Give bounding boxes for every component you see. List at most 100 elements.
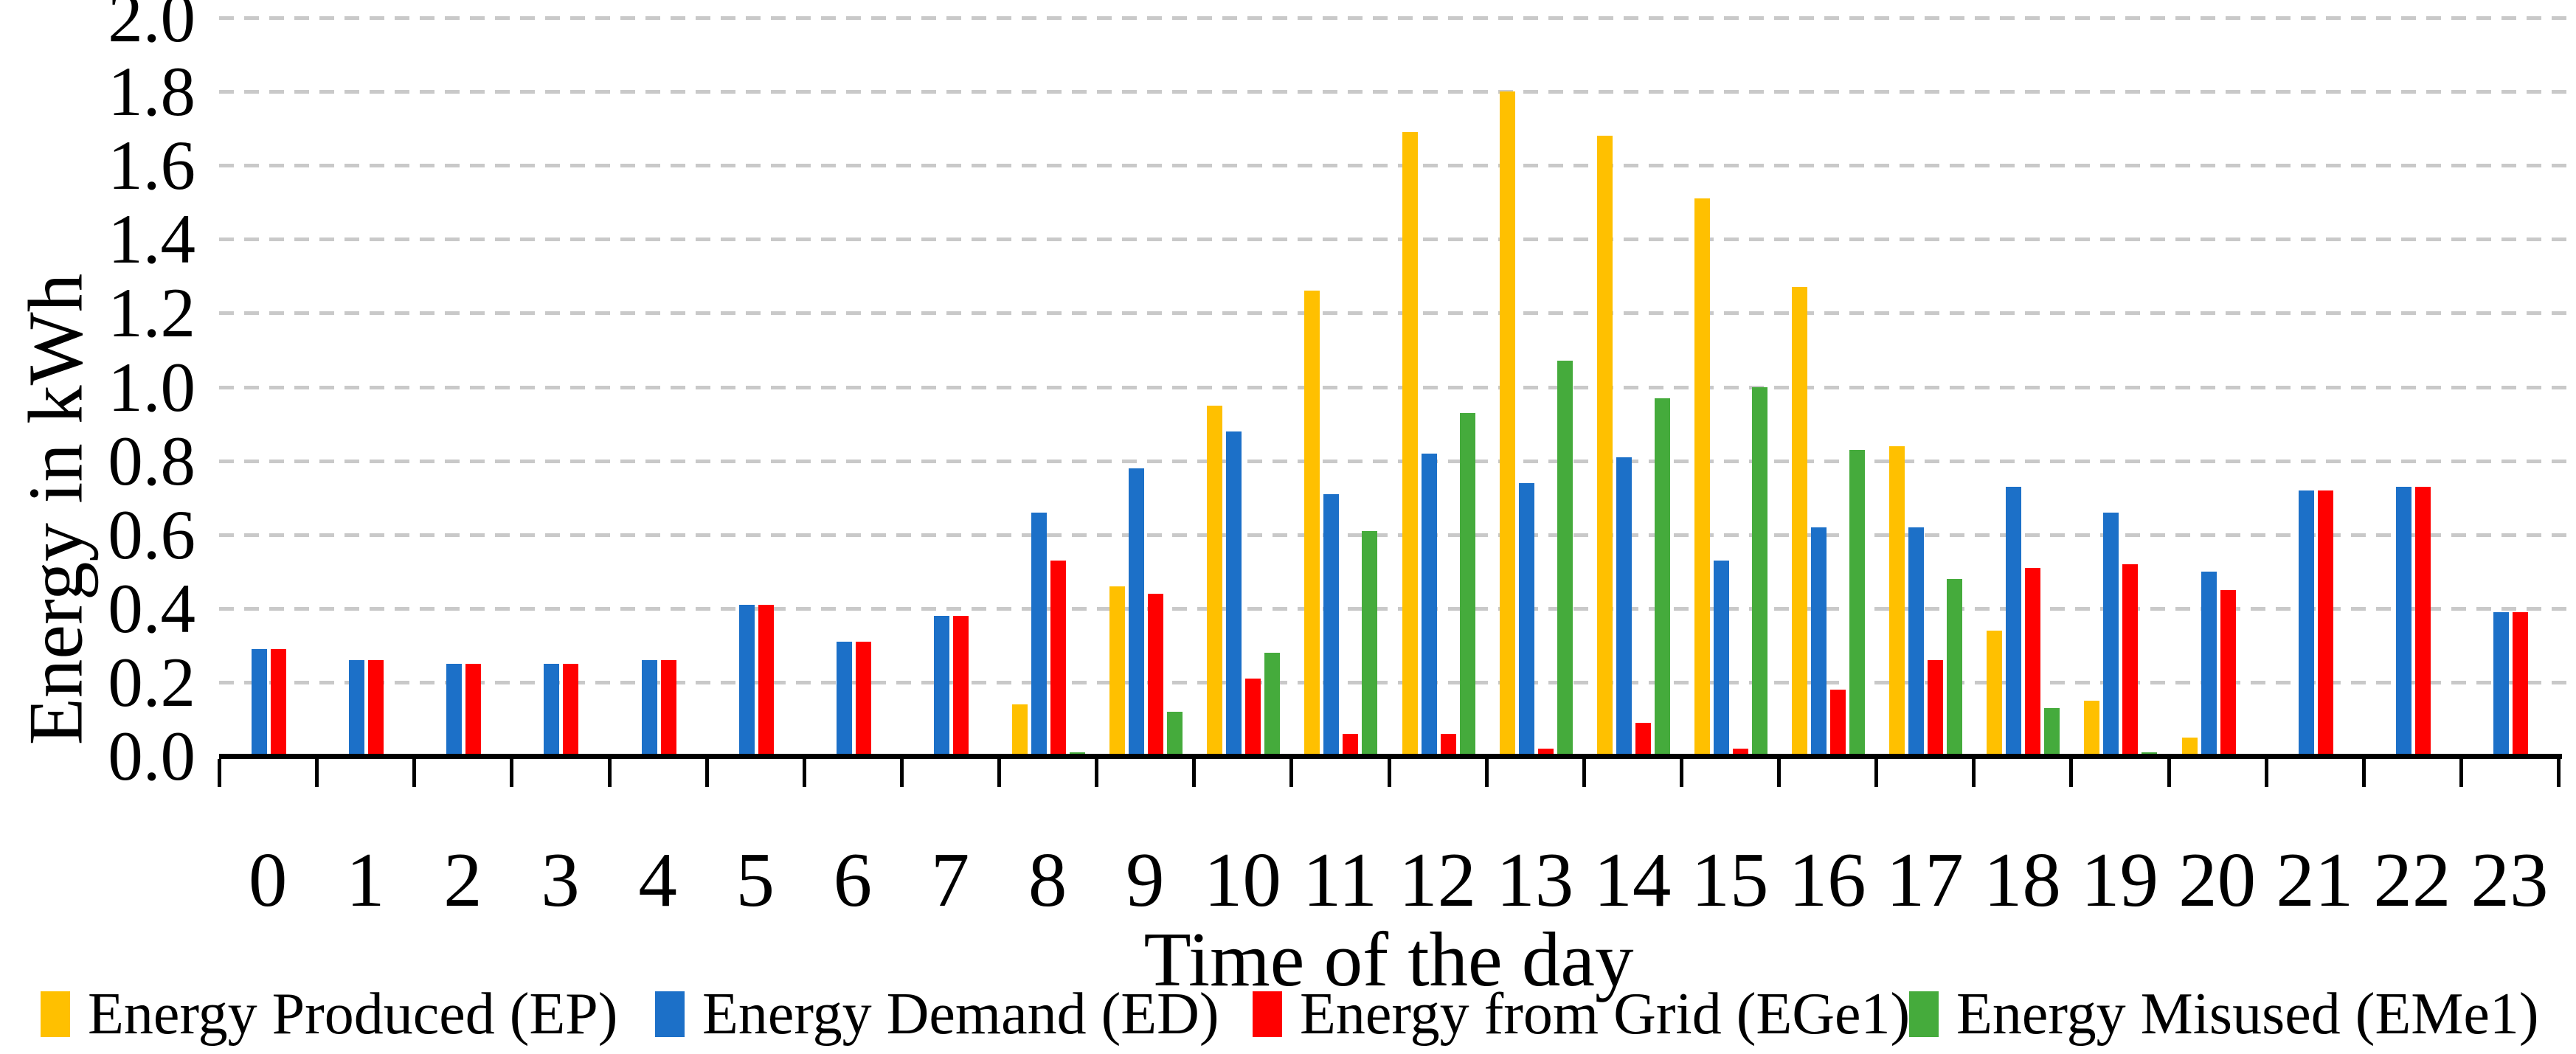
legend-item-ed: Energy Demand (ED) — [655, 981, 1219, 1047]
bar-ep-h10 — [1207, 405, 1223, 756]
bar-ege1-h1 — [368, 659, 384, 756]
bar-ep-h9 — [1109, 586, 1126, 756]
x-axis-tick-21 — [2264, 759, 2268, 787]
x-axis-tick-15 — [1679, 759, 1683, 787]
x-tick-label-4: 4 — [638, 836, 677, 923]
bar-ege1-h4 — [660, 659, 676, 756]
bar-ed-h18 — [2006, 486, 2022, 756]
legend-label: Energy from Grid (EGe1) — [1300, 982, 1911, 1047]
bar-ed-h12 — [1421, 453, 1437, 756]
legend-label: Energy Produced (EP) — [88, 982, 618, 1047]
x-tick-label-3: 3 — [541, 836, 580, 923]
bar-ege1-h7 — [952, 615, 969, 756]
bar-ege1-h16 — [1830, 689, 1846, 756]
bar-ep-h17 — [1889, 445, 1905, 756]
x-tick-label-1: 1 — [345, 836, 385, 923]
x-tick-label-16: 16 — [1788, 836, 1866, 923]
legend-item-ep: Energy Produced (EP) — [41, 981, 617, 1047]
x-axis-tick-14 — [1582, 759, 1586, 787]
x-tick-label-12: 12 — [1399, 836, 1477, 923]
gridline-0.2 — [219, 680, 2567, 684]
x-tick-label-11: 11 — [1302, 836, 1377, 923]
x-tick-label-15: 15 — [1691, 836, 1769, 923]
bar-ep-h15 — [1694, 198, 1710, 756]
x-tick-label-6: 6 — [833, 836, 873, 923]
x-tick-label-19: 19 — [2080, 836, 2158, 923]
y-tick-label-0.2: 0.2 — [108, 642, 195, 721]
bar-ed-h15 — [1713, 560, 1729, 756]
x-tick-label-13: 13 — [1496, 836, 1574, 923]
x-tick-label-9: 9 — [1125, 836, 1165, 923]
x-axis-tick-24 — [2557, 759, 2561, 787]
bar-ep-h12 — [1402, 132, 1418, 756]
x-tick-label-14: 14 — [1593, 836, 1672, 923]
x-tick-label-23: 23 — [2471, 836, 2549, 923]
y-tick-label-1.4: 1.4 — [108, 200, 195, 279]
bar-ed-h0 — [252, 648, 267, 756]
bar-eme1-h16 — [1849, 449, 1865, 756]
bar-ed-h16 — [1811, 527, 1827, 756]
x-tick-label-5: 5 — [735, 836, 775, 923]
x-tick-label-22: 22 — [2373, 836, 2451, 923]
bar-ed-h10 — [1226, 431, 1242, 756]
gridline-1.6 — [219, 164, 2567, 168]
bar-ege1-h15 — [1732, 748, 1748, 756]
bar-ed-h21 — [2298, 490, 2314, 756]
legend-swatch-icon — [41, 991, 70, 1037]
y-tick-label-1.8: 1.8 — [108, 52, 195, 131]
x-tick-label-7: 7 — [930, 836, 970, 923]
bar-eme1-h12 — [1459, 412, 1475, 756]
gridline-1.0 — [219, 385, 2567, 389]
bar-ed-h14 — [1616, 457, 1632, 756]
x-axis-tick-12 — [1387, 759, 1391, 787]
bar-ed-h22 — [2395, 486, 2411, 756]
x-axis-tick-11 — [1289, 759, 1294, 787]
bar-ege1-h21 — [2317, 490, 2333, 756]
bar-ep-h20 — [2181, 737, 2198, 756]
bar-ege1-h0 — [271, 648, 286, 756]
x-axis-tick-9 — [1095, 759, 1099, 787]
x-axis-tick-6 — [802, 759, 806, 787]
bar-eme1-h11 — [1362, 530, 1378, 756]
bar-ege1-h3 — [563, 663, 579, 756]
bar-ed-h1 — [349, 659, 365, 756]
y-axis-title: Energy in kWh — [12, 273, 99, 746]
bar-ege1-h22 — [2414, 486, 2431, 756]
bar-ed-h7 — [933, 615, 949, 756]
bar-ed-h2 — [446, 663, 463, 756]
bar-ege1-h8 — [1050, 560, 1066, 756]
x-axis-title: Time of the day — [1143, 916, 1634, 1002]
bar-ege1-h23 — [2512, 611, 2528, 756]
bar-ep-h14 — [1596, 136, 1613, 756]
x-axis-line — [219, 754, 2562, 759]
gridline-1.8 — [219, 90, 2567, 94]
bar-eme1-h14 — [1654, 398, 1670, 756]
x-tick-label-8: 8 — [1028, 836, 1067, 923]
bar-ege1-h9 — [1148, 593, 1164, 756]
x-axis-tick-17 — [1874, 759, 1879, 787]
x-axis-tick-5 — [704, 759, 709, 787]
bar-ege1-h18 — [2025, 567, 2041, 756]
legend-swatch-icon — [655, 991, 685, 1037]
bar-ep-h13 — [1499, 91, 1515, 756]
x-axis-tick-23 — [2459, 759, 2463, 787]
bar-ep-h11 — [1304, 291, 1320, 756]
bar-ed-h3 — [544, 663, 560, 756]
bar-eme1-h10 — [1264, 652, 1281, 756]
x-axis-tick-0 — [218, 759, 221, 787]
y-tick-label-2.0: 2.0 — [108, 0, 195, 57]
y-tick-label-0.0: 0.0 — [108, 717, 195, 795]
x-tick-label-0: 0 — [248, 836, 288, 923]
x-tick-label-2: 2 — [443, 836, 482, 923]
bar-eme1-h9 — [1167, 711, 1183, 756]
y-tick-label-0.6: 0.6 — [108, 495, 195, 574]
bar-ege1-h2 — [465, 663, 482, 756]
bar-ed-h19 — [2103, 512, 2119, 756]
x-axis-tick-22 — [2361, 759, 2366, 787]
x-axis-tick-7 — [899, 759, 904, 787]
bar-ege1-h19 — [2122, 564, 2139, 756]
y-tick-label-1.0: 1.0 — [108, 347, 195, 426]
legend-swatch-icon — [1253, 991, 1282, 1037]
x-axis-tick-2 — [412, 759, 417, 787]
